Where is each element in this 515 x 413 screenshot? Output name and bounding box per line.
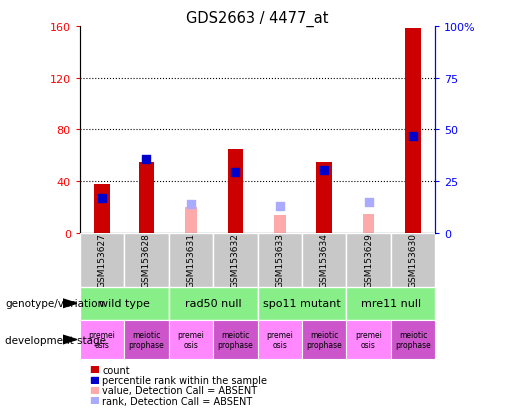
Bar [274,215,285,233]
Bar [80,233,124,287]
Text: GSM153628: GSM153628 [142,233,151,287]
Point [142,157,150,163]
Point [187,202,195,208]
Text: genotype/variation: genotype/variation [5,299,104,309]
Text: GSM153627: GSM153627 [97,233,107,287]
Bar [258,320,302,359]
Bar [391,320,435,359]
Polygon shape [63,299,77,308]
Bar [302,233,346,287]
Text: meiotic
prophase: meiotic prophase [306,330,342,349]
Text: count: count [102,365,130,375]
Bar [363,214,374,233]
Bar [185,207,197,233]
Text: percentile rank within the sample: percentile rank within the sample [102,375,267,385]
Point [231,169,239,176]
Bar [302,320,346,359]
Polygon shape [63,335,77,344]
Bar [169,287,258,320]
Bar [228,150,243,233]
Text: GSM153632: GSM153632 [231,233,240,287]
Text: GDS2663 / 4477_at: GDS2663 / 4477_at [186,10,329,26]
Text: GSM153633: GSM153633 [275,233,284,287]
Text: GSM153630: GSM153630 [408,233,418,287]
Text: GSM153631: GSM153631 [186,233,195,287]
Text: development stage: development stage [5,335,106,345]
Text: rad50 null: rad50 null [185,299,242,309]
Bar [80,320,124,359]
Bar [258,287,346,320]
Bar [258,233,302,287]
Bar [124,233,169,287]
Bar [139,162,154,233]
Text: spo11 mutant: spo11 mutant [263,299,341,309]
Text: mre11 null: mre11 null [360,299,421,309]
Bar [213,233,258,287]
Bar [346,320,391,359]
Text: meiotic
prophase: meiotic prophase [129,330,164,349]
Bar [346,233,391,287]
Text: wild type: wild type [99,299,150,309]
Bar [169,320,213,359]
Bar [80,287,169,320]
Point [409,133,417,140]
Bar [94,184,110,233]
Text: premei
osis: premei osis [89,330,115,349]
Bar [346,287,435,320]
Text: GSM153634: GSM153634 [320,233,329,287]
Text: premei
osis: premei osis [355,330,382,349]
Point [320,167,328,173]
Bar [169,233,213,287]
Bar [124,320,169,359]
Text: premei
osis: premei osis [178,330,204,349]
Bar [405,29,421,233]
Text: meiotic
prophase: meiotic prophase [217,330,253,349]
Text: value, Detection Call = ABSENT: value, Detection Call = ABSENT [102,385,258,395]
Bar [391,233,435,287]
Text: GSM153629: GSM153629 [364,233,373,287]
Text: rank, Detection Call = ABSENT: rank, Detection Call = ABSENT [102,396,253,406]
Text: premei
osis: premei osis [266,330,293,349]
Bar [213,320,258,359]
Bar [316,162,332,233]
Point [365,199,373,206]
Point [98,195,106,202]
Point [276,203,284,209]
Text: meiotic
prophase: meiotic prophase [395,330,431,349]
